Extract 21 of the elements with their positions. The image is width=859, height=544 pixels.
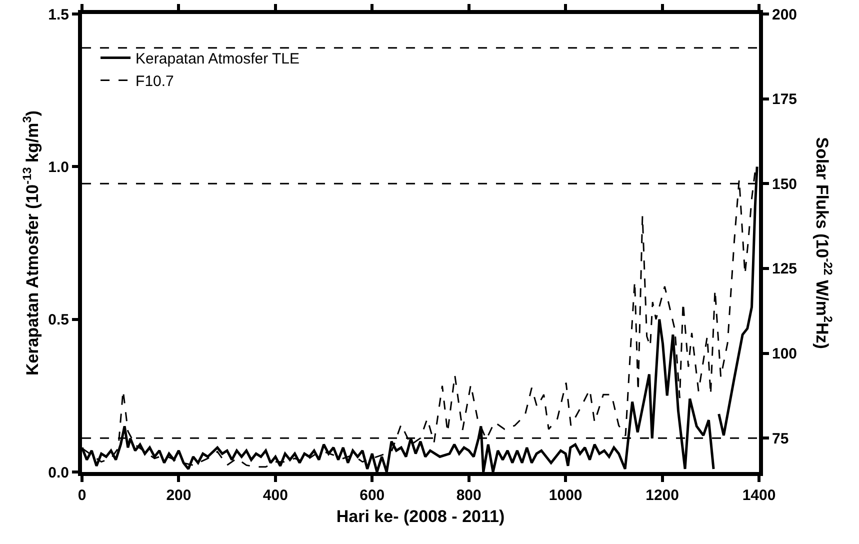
x-tick-label: 1200	[646, 487, 679, 504]
y2-tick-label: 175	[772, 91, 798, 108]
y2-tick-label: 75	[772, 430, 789, 448]
legend-label: Kerapatan Atmosfer TLE	[136, 50, 300, 68]
legend-label: F10.7	[136, 73, 174, 90]
x-tick-label: 400	[262, 487, 288, 504]
x-axis-title: Hari ke- (2008 - 2011)	[336, 506, 505, 526]
y-tick-label: 0.0	[48, 464, 69, 482]
y2-tick-label: 100	[772, 346, 798, 363]
y-tick-label: 1.0	[48, 158, 69, 176]
x-tick-label: 600	[360, 487, 385, 504]
x-tick-label: 200	[166, 487, 192, 504]
x-tick-label: 1400	[742, 487, 776, 504]
y2-tick-label: 150	[772, 176, 798, 193]
x-tick-label: 1000	[548, 487, 582, 504]
x-tick-label: 800	[456, 487, 482, 504]
y2-tick-label: 200	[772, 6, 798, 24]
y-tick-label: 1.5	[48, 6, 69, 24]
x-tick-label: 0	[78, 487, 86, 504]
y2-tick-label: 125	[772, 260, 798, 278]
y-tick-label: 0.5	[48, 312, 69, 329]
